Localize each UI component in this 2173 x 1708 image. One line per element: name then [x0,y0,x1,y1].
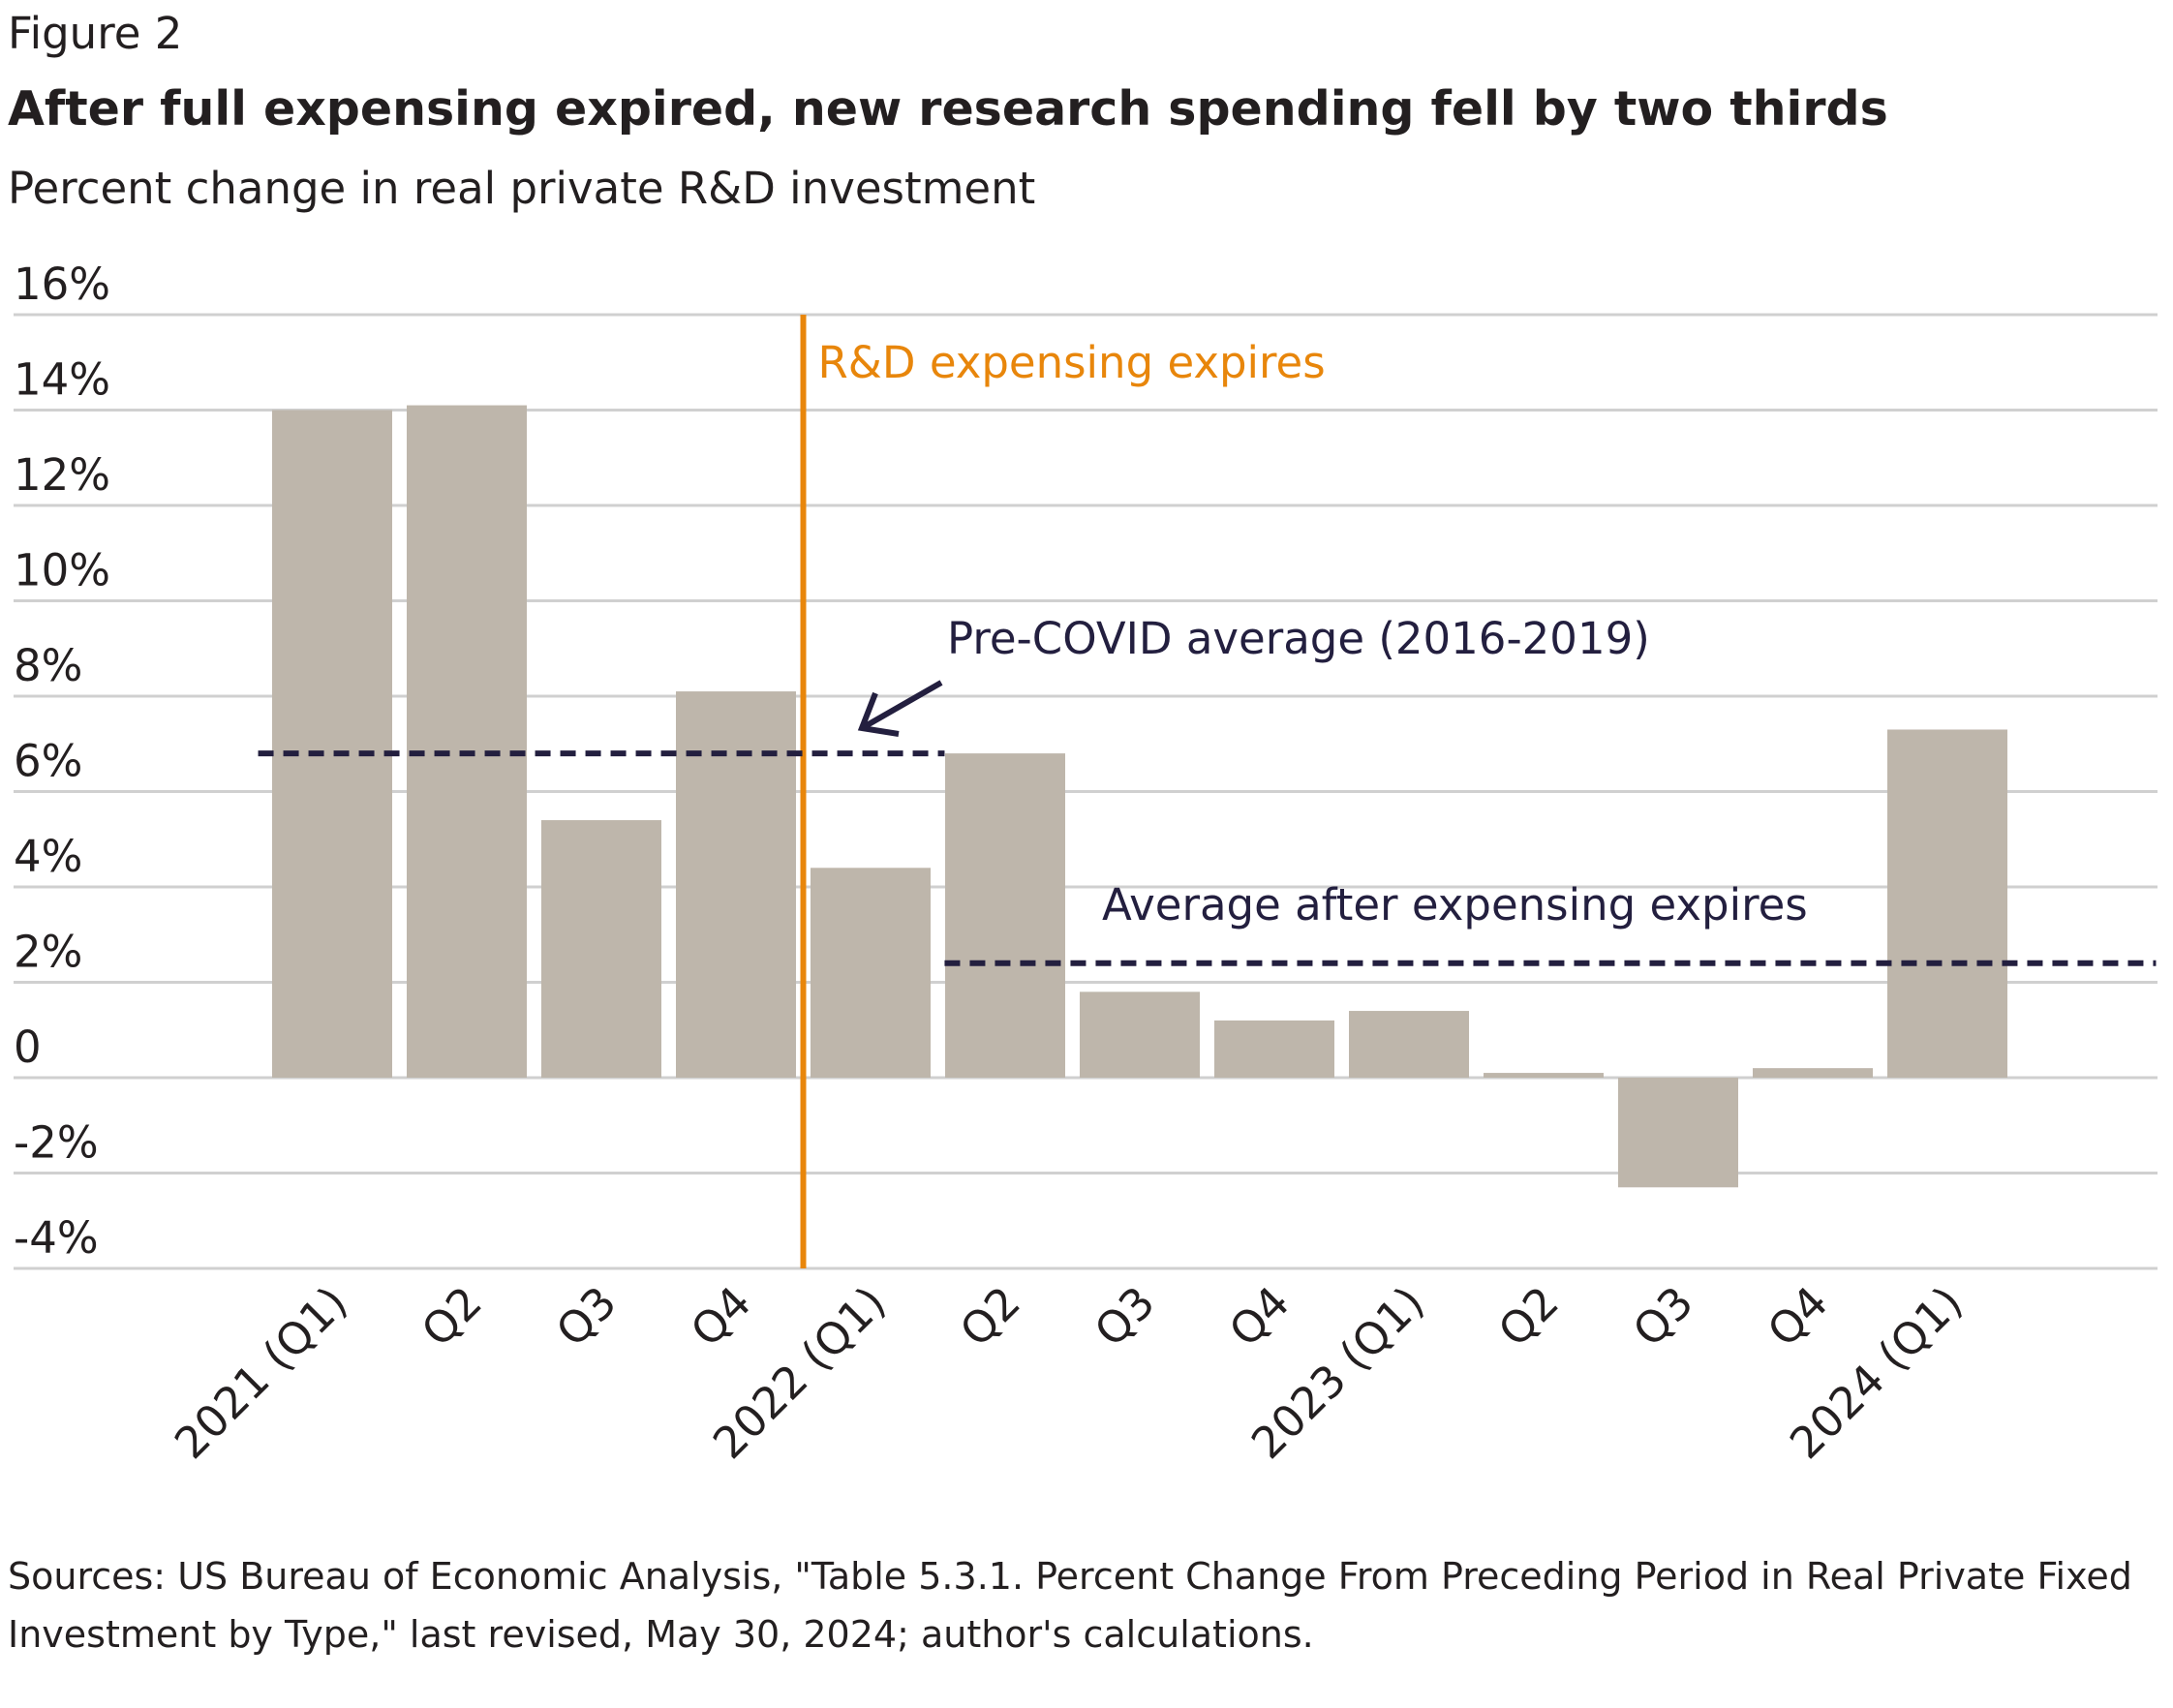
figure-label: Figure 2 [8,8,183,59]
annotation-arrow-shaft [860,680,943,731]
x-tick-label: Q4 [1758,1276,1838,1357]
post-expiry-average-label: Average after expensing expires [1102,879,1808,930]
bar [1080,991,1200,1078]
bar [272,410,392,1078]
bars [272,405,2007,1188]
pre-covid-average-label: Pre-COVID average (2016-2019) [947,613,1650,664]
x-tick-label: Q2 [1488,1276,1569,1357]
y-tick-label: 8% [14,640,82,691]
x-tick-label: Q4 [681,1276,761,1357]
y-tick-label: -4% [14,1212,99,1264]
y-tick-label: 12% [14,449,110,501]
chart-subtitle: Percent change in real private R&D inves… [8,163,1036,214]
y-tick-label: 2% [14,927,82,978]
annotations: R&D expensing expires Pre-COVID average (… [258,315,2157,1268]
x-tick-label: 2021 (Q1) [165,1276,357,1469]
bar [541,820,661,1078]
x-tick-label: Q4 [1219,1276,1300,1357]
x-tick-label: Q2 [412,1276,492,1357]
bar [1753,1068,1873,1078]
x-tick-label: Q3 [1085,1276,1165,1357]
bar [945,753,1065,1078]
bar [1214,1020,1334,1078]
y-tick-label: 0 [14,1022,42,1073]
bar [676,691,796,1078]
y-tick-label: 6% [14,736,82,787]
x-tick-label: Q3 [546,1276,627,1357]
bar [407,405,527,1078]
y-tick-label: -2% [14,1117,99,1169]
bar [1618,1078,1738,1188]
bar [1887,729,2007,1078]
bar [1349,1011,1469,1078]
y-axis-tick-labels: 16% 14% 12% 10% 8% 6% 4% 2% 0 -2% -4% [14,259,110,1264]
y-tick-label: 4% [14,831,82,882]
x-tick-label: Q2 [950,1276,1030,1357]
chart-title: After full expensing expired, new resear… [8,81,1888,137]
source-note: Sources: US Bureau of Economic Analysis,… [8,1555,2132,1656]
bar [811,868,931,1078]
annotation-arrow-head [857,691,900,737]
x-tick-label: Q3 [1623,1276,1703,1357]
bar [1484,1073,1604,1078]
y-tick-label: 16% [14,259,110,310]
y-tick-label: 10% [14,545,110,596]
expiry-label: R&D expensing expires [818,337,1326,388]
y-tick-label: 14% [14,354,110,406]
